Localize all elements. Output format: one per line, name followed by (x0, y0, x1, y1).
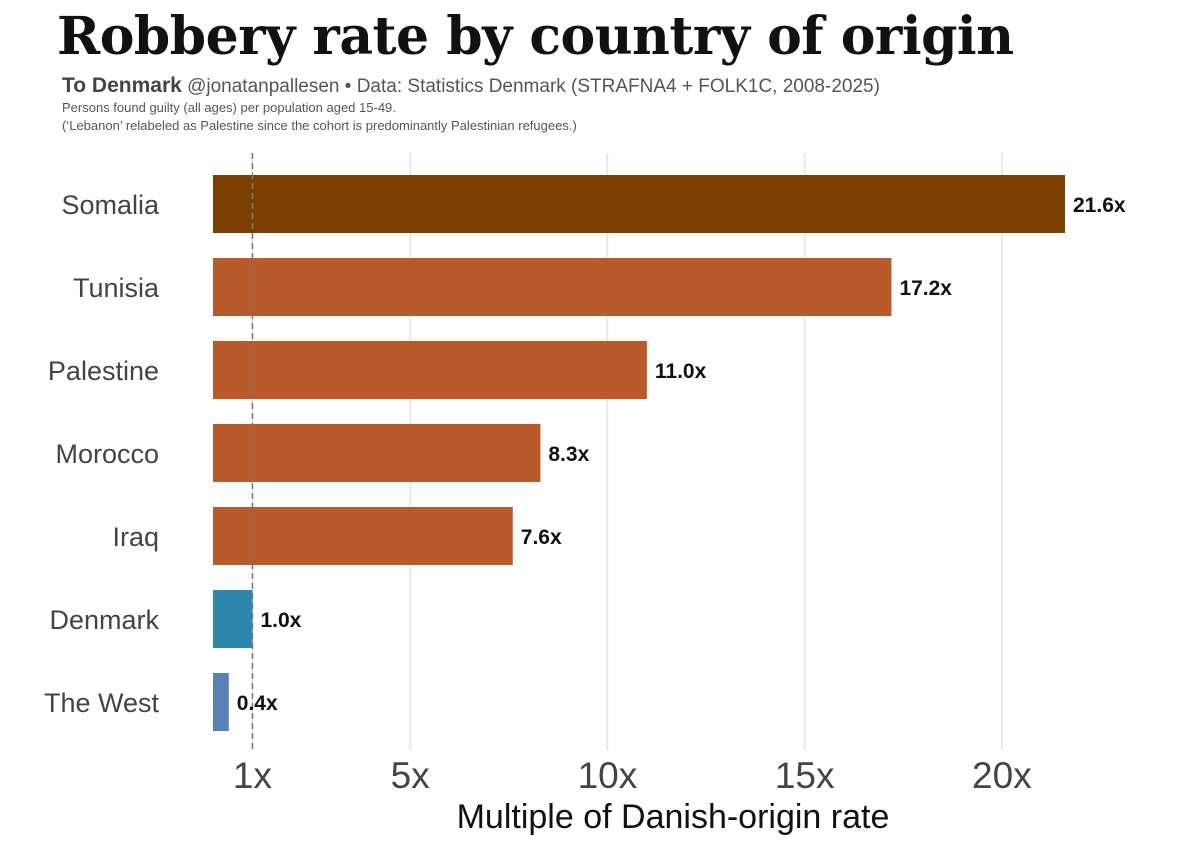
category-label-palestine: Palestine (48, 356, 159, 386)
value-label-tunisia: 17.2x (899, 277, 952, 300)
value-label-somalia: 21.6x (1073, 194, 1126, 217)
bar-iraq (213, 507, 513, 565)
value-labels: 21.6x 17.2x 11.0x 8.3x 7.6x 1.0x 0.4x (237, 194, 1126, 715)
category-label-denmark: Denmark (49, 605, 159, 635)
bar-tunisia (213, 258, 892, 316)
category-label-tunisia: Tunisia (73, 273, 160, 303)
chart-note-1: Persons found guilty (all ages) per popu… (62, 100, 396, 115)
value-label-iraq: 7.6x (521, 526, 562, 549)
bars (213, 175, 1065, 731)
bar-denmark (213, 590, 253, 648)
value-label-morocco: 8.3x (548, 443, 589, 466)
x-tick-1x: 1x (233, 755, 273, 796)
x-tick-15x: 15x (775, 755, 835, 796)
x-tick-5x: 5x (391, 755, 431, 796)
chart-title: Robbery rate by country of origin (57, 6, 1014, 67)
x-axis-ticks: 1x 5x 10x 15x 20x (233, 755, 1032, 796)
source-credit: @jonatanpallesen • Data: Statistics Denm… (181, 76, 880, 97)
bar-morocco (213, 424, 541, 482)
category-label-iraq: Iraq (112, 522, 159, 552)
bar-palestine (213, 341, 647, 399)
brand-name: To Denmark (62, 74, 182, 97)
value-label-denmark: 1.0x (260, 609, 301, 632)
chart-subtitle: To Denmark @jonatanpallesen • Data: Stat… (62, 74, 880, 98)
x-tick-20x: 20x (972, 755, 1032, 796)
bar-the-west (213, 673, 229, 731)
x-tick-10x: 10x (578, 755, 638, 796)
value-label-the-west: 0.4x (237, 692, 278, 715)
category-label-somalia: Somalia (61, 190, 160, 220)
bar-somalia (213, 175, 1065, 233)
category-labels: Somalia Tunisia Palestine Morocco Iraq Denmar… (44, 190, 160, 718)
x-axis-title: Multiple of Danish-origin rate (457, 798, 890, 836)
chart-note-2: (‘Lebanon’ relabeled as Palestine since … (62, 118, 577, 133)
category-label-the-west: The West (44, 688, 160, 718)
category-label-morocco: Morocco (55, 439, 159, 469)
value-label-palestine: 11.0x (655, 360, 707, 383)
